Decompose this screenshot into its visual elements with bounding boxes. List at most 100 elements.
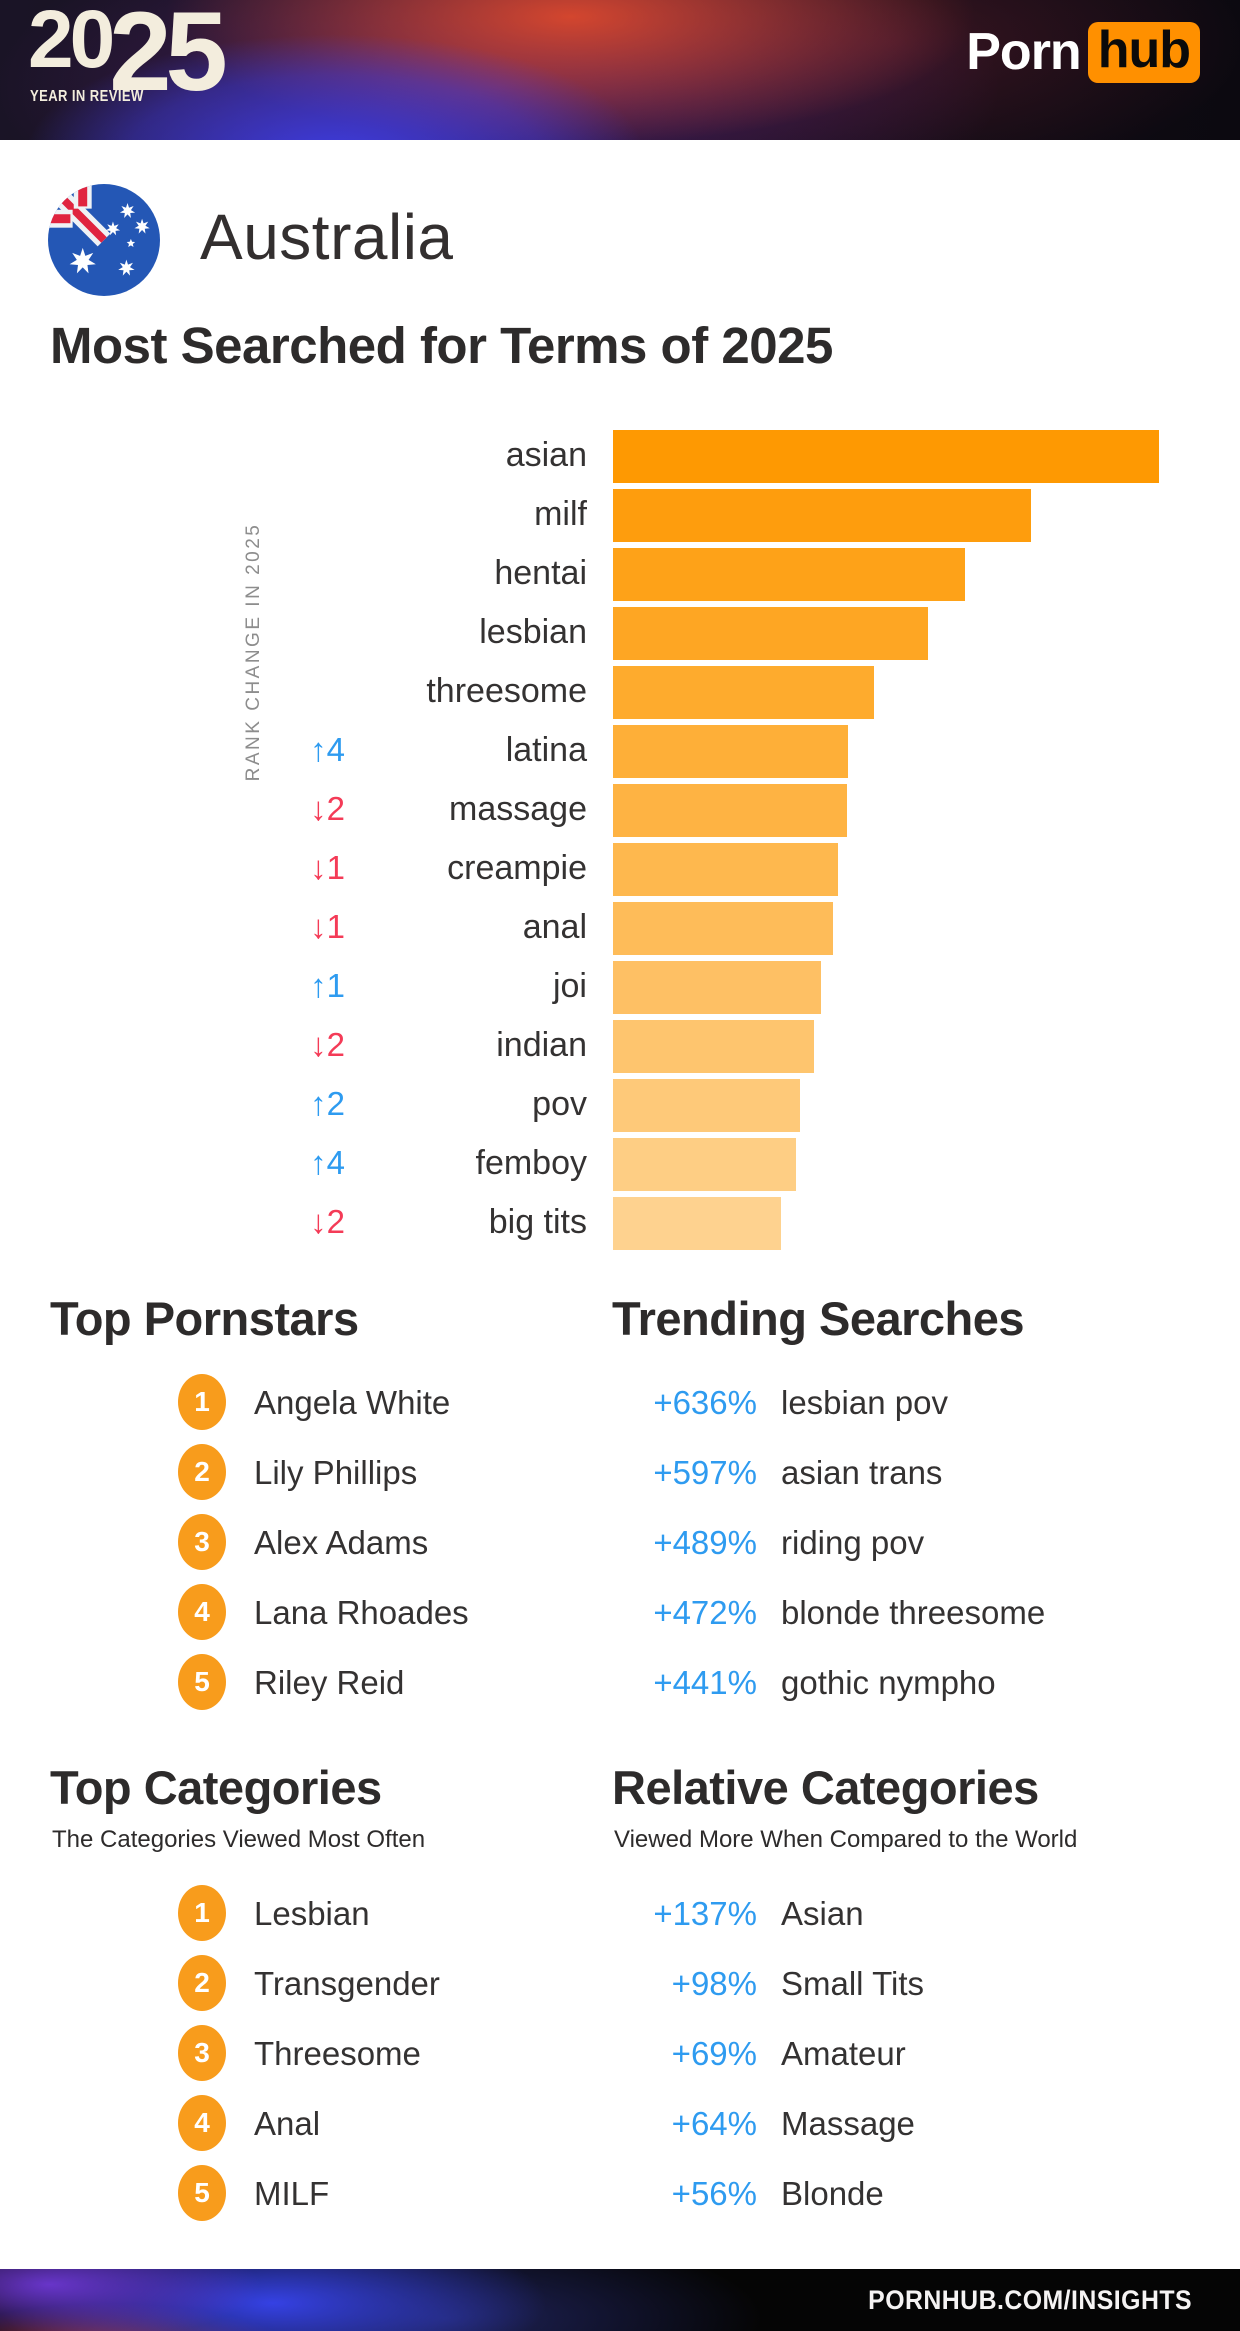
percent-change: +137%	[653, 1895, 757, 1932]
chart-row: asian	[0, 427, 1240, 486]
list-item: +472% blonde threesome	[612, 1577, 1212, 1647]
chart-row: ↓2 big tits	[0, 1194, 1240, 1253]
rank-change-indicator: ↑4	[310, 1144, 345, 1181]
term-label: creampie	[447, 849, 587, 887]
list-item-label: blonde threesome	[781, 1594, 1046, 1631]
list-item-label: MILF	[254, 2175, 330, 2212]
flag-star	[118, 259, 135, 276]
list-item-label: gothic nympho	[781, 1664, 996, 1701]
rank-badge: 1	[178, 1885, 226, 1941]
list-item: 4 Lana Rhoades	[0, 1577, 600, 1647]
chart-row: ↑4 femboy	[0, 1135, 1240, 1194]
rank-change-indicator: ↑1	[310, 967, 345, 1004]
year-in-review-logo: 20 25 YEAR IN REVIEW	[28, 0, 228, 107]
rank-badge: 1	[178, 1374, 226, 1430]
term-bar	[613, 843, 838, 896]
term-bar	[613, 1020, 814, 1073]
list-item: 3 Alex Adams	[0, 1507, 600, 1577]
chart-row: ↓1 anal	[0, 899, 1240, 958]
chart-row: ↓2 indian	[0, 1017, 1240, 1076]
flag-stars	[69, 203, 150, 276]
australia-flag-svg	[48, 184, 160, 296]
term-bar	[613, 1079, 800, 1132]
list-item: 2 Lily Phillips	[0, 1437, 600, 1507]
chart-row: ↓1 creampie	[0, 840, 1240, 899]
list-item: +636% lesbian pov	[612, 1367, 1212, 1437]
rank-badge: 3	[178, 1514, 226, 1570]
term-label: femboy	[475, 1144, 588, 1182]
list-item-label: Lily Phillips	[254, 1454, 418, 1491]
list-item: +98% Small Tits	[612, 1948, 1212, 2018]
rank-badge: 2	[178, 1955, 226, 2011]
footer-url: PORNHUB.COM/INSIGHTS	[868, 2284, 1192, 2315]
bar-chart: RANK CHANGE IN 2025 asian milf hentai lesbi…	[0, 427, 1240, 1257]
percent-change: +98%	[671, 1965, 757, 2002]
list-item: +597% asian trans	[612, 1437, 1212, 1507]
percent-change: +489%	[653, 1524, 757, 1561]
chart-row: ↑1 joi	[0, 958, 1240, 1017]
term-bar	[613, 489, 1031, 542]
page-title: Most Searched for Terms of 2025	[50, 317, 833, 374]
trending-searches-list: +636% lesbian pov +597% asian trans +489% rid…	[612, 1367, 1212, 1717]
rank-badge: 2	[178, 1444, 226, 1500]
term-label: asian	[505, 436, 587, 474]
term-bar	[613, 548, 965, 601]
chart-row: milf	[0, 486, 1240, 545]
list-item: +64% Massage	[612, 2088, 1212, 2158]
term-bar	[613, 725, 848, 778]
list-item: +441% gothic nympho	[612, 1647, 1212, 1717]
list-item-label: Riley Reid	[254, 1664, 405, 1701]
list-item-label: Lesbian	[254, 1895, 370, 1932]
top-pornstars-list: 1 Angela White 2 Lily Phillips 3 Alex Adams 4 L…	[0, 1367, 600, 1717]
trending-searches-title: Trending Searches	[612, 1292, 1025, 1345]
percent-change: +472%	[653, 1594, 757, 1631]
list-item: 2 Transgender	[0, 1948, 600, 2018]
rank-badge: 4	[178, 2095, 226, 2151]
logo-subtitle: YEAR IN REVIEW	[30, 88, 144, 105]
term-bar	[613, 902, 833, 955]
top-categories-title: Top Categories	[50, 1761, 382, 1814]
term-label: anal	[522, 908, 587, 946]
rank-change-indicator: ↓1	[310, 908, 345, 945]
chart-row: ↑2 pov	[0, 1076, 1240, 1135]
flag-star	[119, 203, 136, 218]
list-item-label: lesbian pov	[781, 1384, 948, 1421]
term-bar	[613, 784, 847, 837]
list-item-label: asian trans	[781, 1454, 943, 1491]
country-title: Australia	[200, 201, 454, 273]
rank-badge: 4	[178, 1584, 226, 1640]
term-label: milf	[534, 495, 587, 533]
term-label: big tits	[488, 1203, 587, 1241]
term-label: latina	[505, 731, 587, 769]
flag-star	[126, 238, 136, 247]
term-label: hentai	[494, 554, 587, 592]
rank-change-indicator: ↓1	[310, 849, 345, 886]
rank-change-indicator: ↑2	[310, 1085, 345, 1122]
list-item-label: Transgender	[254, 1965, 440, 2002]
pornhub-logo-porn: Porn	[966, 23, 1081, 82]
list-item-label: Angela White	[254, 1384, 451, 1421]
rank-change-indicator: ↓2	[310, 1203, 345, 1240]
top-categories-list: 1 Lesbian 2 Transgender 3 Threesome 4 Anal 5 MILF	[0, 1878, 600, 2228]
list-item: 1 Lesbian	[0, 1878, 600, 1948]
header-banner: 20 25 YEAR IN REVIEW Porn hub	[0, 0, 1240, 140]
percent-change: +64%	[671, 2105, 757, 2142]
term-label: indian	[496, 1026, 587, 1064]
relative-categories-subtitle: Viewed More When Compared to the World	[614, 1826, 1078, 1853]
list-item-label: Lana Rhoades	[254, 1594, 469, 1631]
term-bar	[613, 666, 874, 719]
term-label: threesome	[426, 672, 587, 710]
list-item: 1 Angela White	[0, 1367, 600, 1437]
list-item-label: Threesome	[254, 2035, 421, 2072]
term-label: joi	[552, 967, 587, 1005]
logo-2025: 20 25	[28, 0, 228, 107]
pornhub-logo-hub: hub	[1087, 22, 1200, 83]
footer-banner: PORNHUB.COM/INSIGHTS	[0, 2269, 1240, 2331]
rank-badge: 3	[178, 2025, 226, 2081]
term-bar	[613, 430, 1159, 483]
chart-row: ↓2 massage	[0, 781, 1240, 840]
term-bar	[613, 607, 928, 660]
rank-change-indicator: ↑4	[310, 731, 345, 768]
list-item-label: Blonde	[781, 2175, 884, 2212]
list-item-label: Anal	[254, 2105, 321, 2142]
